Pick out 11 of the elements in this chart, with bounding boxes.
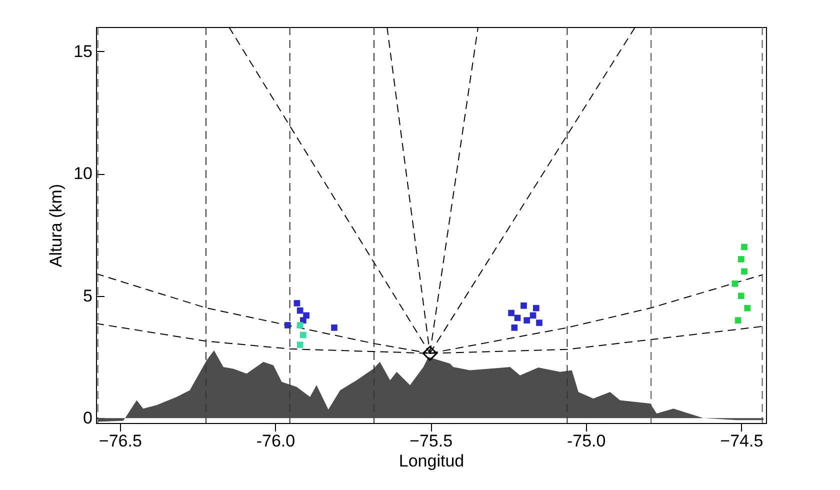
x-tick-label: −76.5 — [98, 432, 142, 450]
y-tick-label: 15 — [74, 42, 92, 61]
y-tick-label: 10 — [74, 164, 92, 184]
y-axis-title: Altura (km) — [46, 184, 66, 268]
x-tick-label: −75.5 — [410, 432, 453, 450]
y-tick-label: 0 — [83, 408, 92, 428]
y-tick-label: 5 — [83, 286, 92, 306]
x-tick-label: -76.0 — [256, 432, 296, 450]
x-axis-title: Longitud — [398, 452, 464, 470]
x-tick-label: -75.0 — [566, 432, 606, 450]
x-tick-label: −74.5 — [720, 432, 764, 450]
